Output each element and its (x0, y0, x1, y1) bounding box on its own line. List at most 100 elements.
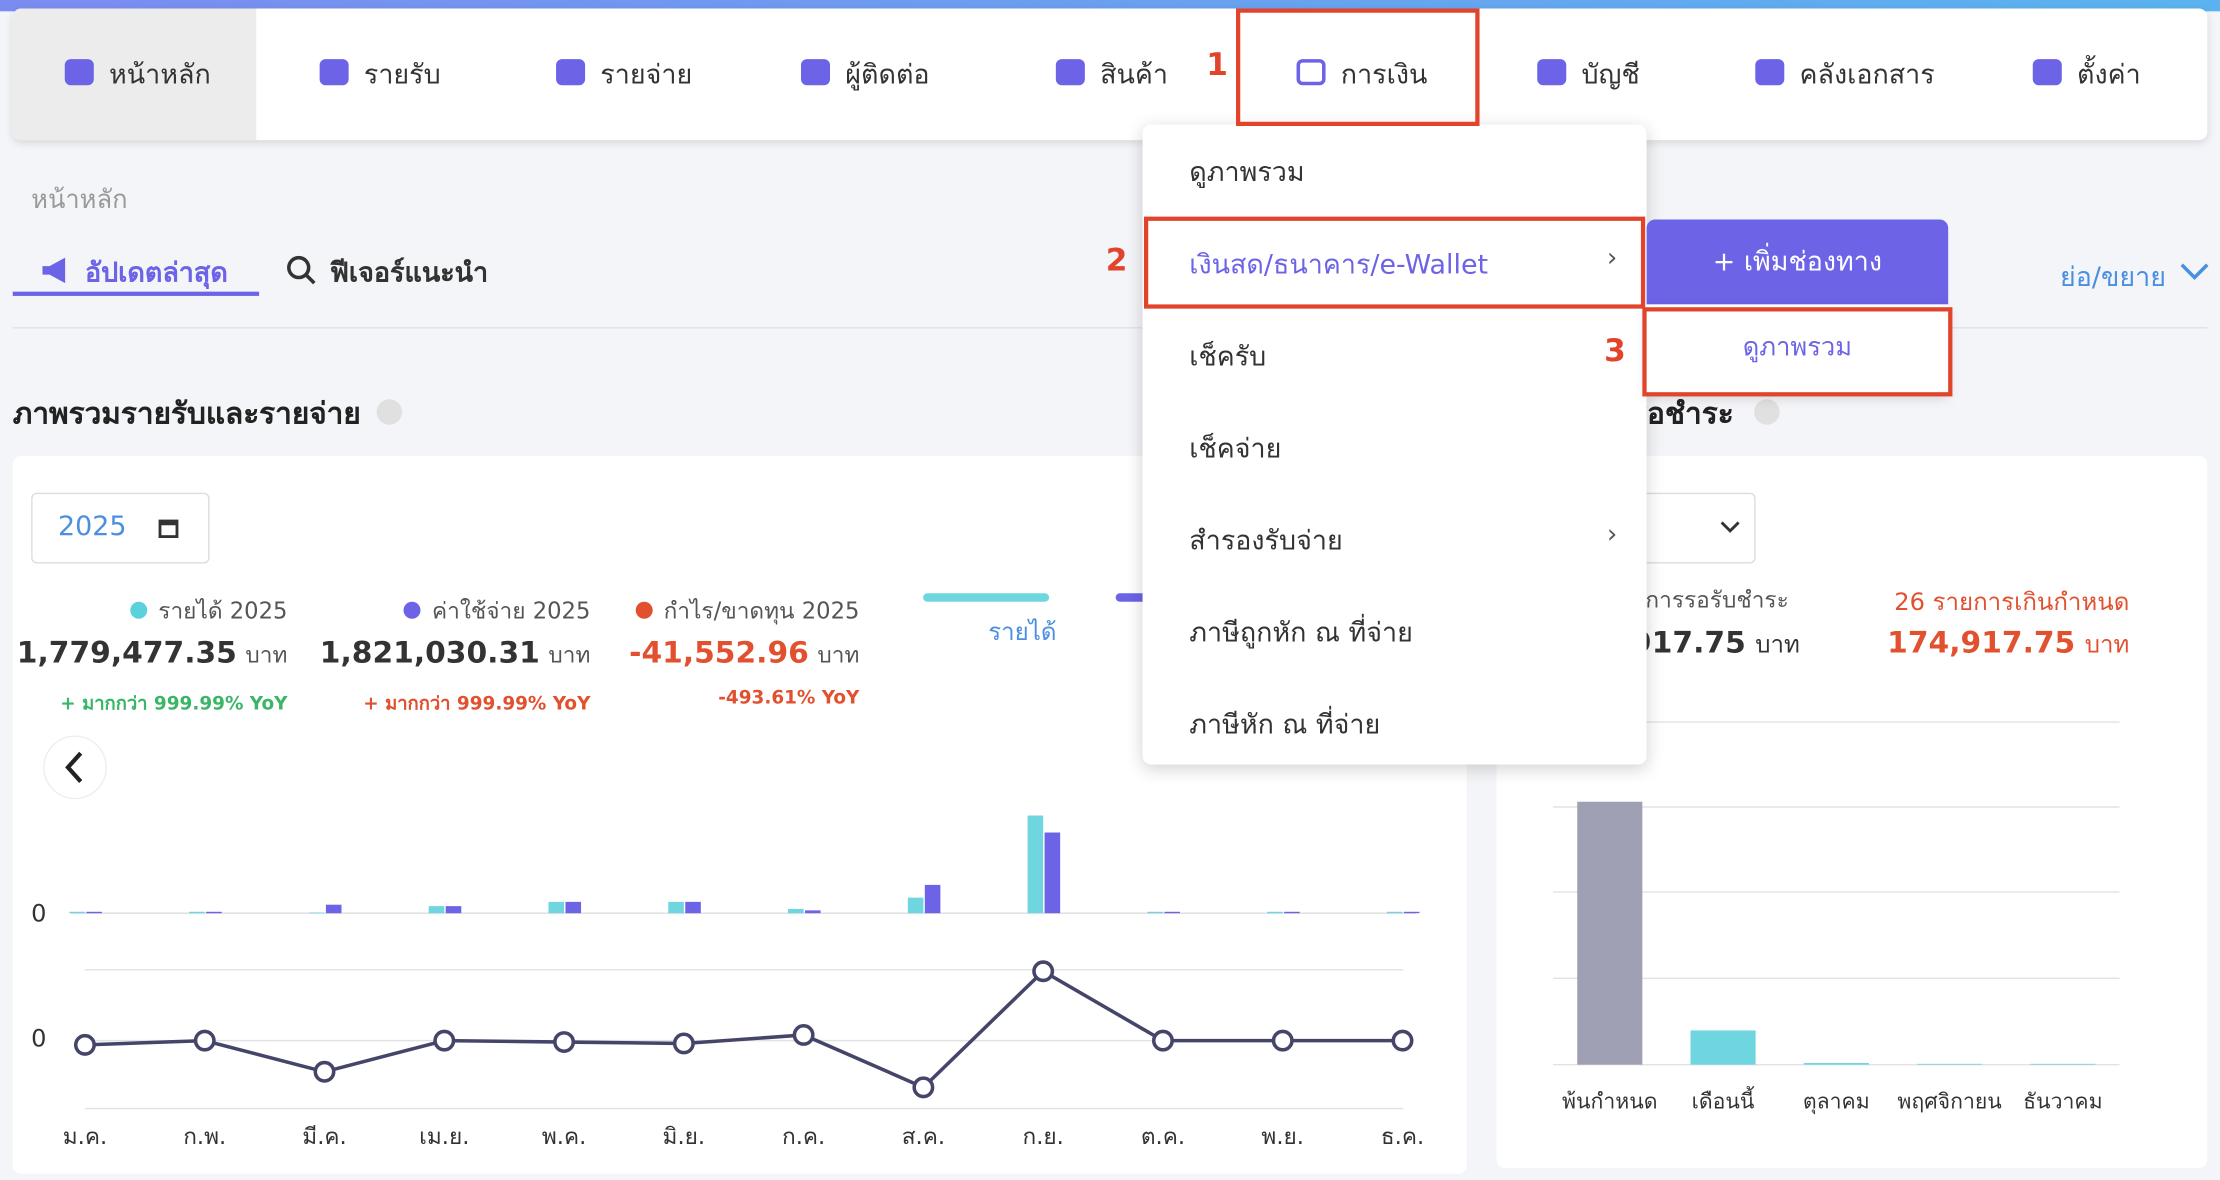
stat-label: กำไร/ขาดทุน 2025 (635, 595, 859, 630)
unit: บาท (548, 641, 591, 669)
nav-bar: หน้าหลัก รายรับ รายจ่าย ผู้ติดต่อ สินค้า การเ… (12, 8, 2208, 141)
bar (1690, 1030, 1756, 1065)
icon-shape (319, 59, 349, 86)
nav-icon (1296, 59, 1326, 86)
chevron-icon (1720, 521, 1740, 533)
x-tick-label: ตุลาคม (1803, 1090, 1870, 1115)
dropdown-menu: ดูภาพรวม เงินสด/ธนาคาร/e-Wallet › เช็ครับ เช… (1142, 124, 1647, 765)
point (792, 1023, 815, 1046)
bar (86, 911, 102, 914)
icon-shape (2032, 59, 2062, 86)
amount: -41,552.96 (629, 635, 809, 670)
bar (308, 912, 325, 914)
nav-item[interactable]: หน้าหลัก (109, 59, 211, 91)
nav-icon (2032, 59, 2062, 86)
stat-change: -493.61% YoY (718, 688, 860, 710)
overdue-label: 26 รายการเกินกำหนด (1894, 588, 2130, 618)
breadcrumb: หน้าหลัก (31, 185, 128, 216)
nav-item[interactable]: ตั้งค่า (2077, 59, 2141, 91)
menu-item[interactable]: เงินสด/ธนาคาร/e-Wallet (1189, 249, 1489, 281)
bar (1403, 911, 1420, 914)
back-icon (65, 751, 83, 783)
stat-amount: -41,552.96 บาท (629, 636, 859, 674)
bar (907, 897, 924, 914)
legend-dot (635, 601, 653, 619)
nav-icon (64, 59, 94, 86)
icon-shape (801, 59, 831, 86)
highlight-box (1642, 307, 1953, 397)
bar (1917, 1063, 1983, 1065)
nav-item[interactable]: บัญชี (1581, 59, 1640, 91)
stat-amount: 1,779,477.35 บาท (17, 636, 288, 674)
tab[interactable]: ฟีเจอร์แนะนำ (329, 257, 489, 289)
help-icon[interactable] (1754, 399, 1780, 425)
y-tick-label: 0 (31, 1024, 46, 1052)
amount: 1,821,030.31 (319, 635, 540, 670)
point (1032, 960, 1055, 983)
tab[interactable]: อัปเดตล่าสุด (84, 257, 228, 289)
legend-label[interactable]: รายได้ (988, 618, 1057, 648)
legend-dot (403, 601, 421, 619)
bar (1147, 911, 1163, 914)
stat-label: ค่าใช้จ่าย 2025 (403, 595, 590, 630)
menu-item[interactable]: ภาษีถูกหัก ณ ที่จ่าย (1189, 617, 1413, 649)
icon-shape (1537, 59, 1567, 86)
stat-change: + มากกว่า 999.99% YoY (60, 693, 288, 715)
top-strip (0, 0, 2220, 12)
x-tick-label: เม.ย. (419, 1124, 469, 1150)
bar (548, 901, 565, 914)
nav-item[interactable]: ผู้ติดต่อ (845, 59, 930, 91)
bar (428, 906, 445, 914)
nav-item[interactable]: การเงิน (1340, 59, 1428, 91)
menu-item[interactable]: ภาษีหัก ณ ที่จ่าย (1189, 709, 1381, 741)
bar (668, 901, 684, 914)
nav-icon (1055, 59, 1085, 86)
icon-shape (1755, 59, 1785, 86)
nav-item[interactable]: รายรับ (363, 59, 441, 91)
bar (788, 908, 804, 914)
x-tick-label: ก.ย. (1022, 1124, 1063, 1150)
point (912, 1076, 935, 1099)
collapse-toggle[interactable]: ย่อ/ขยาย (2060, 261, 2167, 294)
bar (1284, 911, 1300, 914)
help-icon[interactable] (376, 399, 403, 425)
bar (1044, 832, 1061, 914)
chevron-icon (2180, 263, 2209, 281)
divider (12, 327, 2208, 329)
x-tick-label: มิ.ย. (663, 1124, 706, 1150)
menu-item[interactable]: เช็คจ่าย (1189, 433, 1282, 465)
nav-icon (319, 59, 349, 86)
label: รายได้ 2025 (158, 597, 288, 625)
nav-item[interactable]: สินค้า (1100, 59, 1169, 91)
bar (1267, 911, 1283, 914)
bar (1803, 1062, 1869, 1065)
overdue-amount: 174,917.75 (1887, 625, 2076, 660)
amount: 1,779,477.35 (16, 635, 237, 670)
x-tick-label: ก.พ. (183, 1124, 226, 1150)
icon-shape (556, 59, 586, 86)
y-tick-label: 0 (31, 900, 46, 928)
menu-item[interactable]: ดูภาพรวม (1189, 157, 1305, 189)
calendar-icon (158, 519, 179, 539)
add-channel-button[interactable]: + เพิ่มช่องทาง (1646, 219, 1949, 305)
x-tick-label: ก.ค. (782, 1124, 825, 1150)
stat-label: รายได้ 2025 (129, 595, 288, 630)
nav-icon (1755, 59, 1785, 86)
point (1151, 1029, 1174, 1052)
x-tick-label: ม.ค. (63, 1124, 107, 1150)
menu-item[interactable]: สำรองรับจ่าย (1189, 525, 1343, 557)
bar (1027, 815, 1044, 914)
point (73, 1033, 96, 1056)
point (672, 1032, 695, 1055)
tab-underline (12, 291, 260, 296)
year-picker[interactable]: 2025 (31, 492, 210, 564)
step-number: 2 (1105, 243, 1128, 279)
search-icon (287, 255, 316, 285)
legend-dot (129, 601, 147, 619)
menu-item[interactable]: เช็ครับ (1189, 341, 1267, 373)
back-button[interactable] (43, 735, 107, 800)
nav-item[interactable]: คลังเอกสาร (1799, 59, 1935, 91)
nav-item[interactable]: รายจ่าย (600, 59, 693, 91)
submenu-item[interactable]: ดูภาพรวม (1646, 304, 1949, 394)
bar (445, 906, 462, 914)
